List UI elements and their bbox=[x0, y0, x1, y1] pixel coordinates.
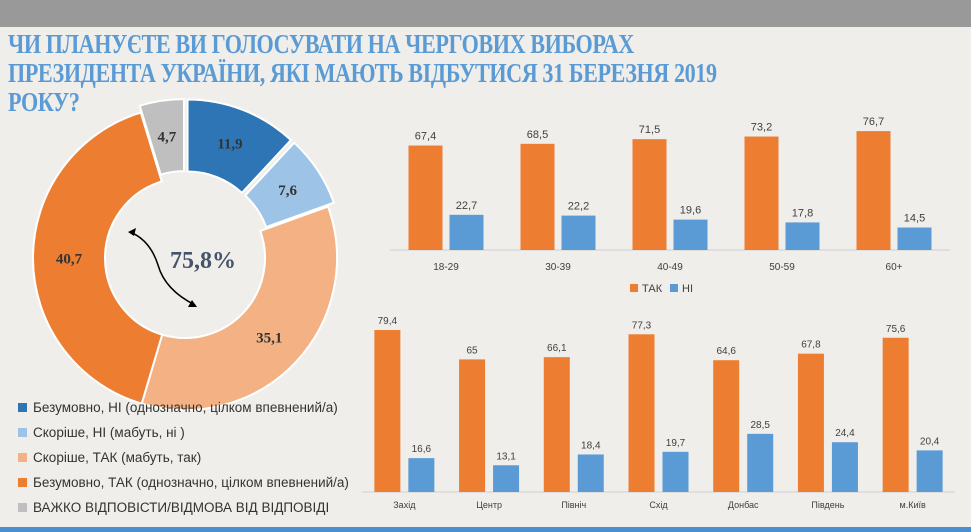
category-label: Північ bbox=[561, 500, 586, 510]
donut-slice bbox=[243, 141, 336, 229]
bar-tak bbox=[628, 334, 655, 492]
data-label: 28,5 bbox=[750, 420, 770, 431]
donut-legend: Безумовно, НІ (однозначно, цілком впевне… bbox=[18, 395, 349, 520]
center-label: 75,8% bbox=[170, 248, 236, 274]
bar-ni bbox=[785, 222, 820, 250]
legend-label: ТАК bbox=[642, 283, 663, 295]
bar-tak bbox=[856, 131, 891, 250]
slice-label: 4,7 bbox=[158, 129, 177, 145]
bottom-bar bbox=[0, 527, 971, 532]
bar-tak bbox=[882, 337, 909, 492]
slice-label: 7,6 bbox=[278, 183, 297, 199]
bar-tak bbox=[744, 136, 779, 250]
category-label: 30-39 bbox=[545, 262, 571, 273]
category-label: Схід bbox=[649, 500, 668, 510]
category-label: 40-49 bbox=[657, 262, 683, 273]
page-title: ЧИ ПЛАНУЄТЕ ВИ ГОЛОСУВАТИ НА ЧЕРГОВИХ ВИ… bbox=[8, 29, 717, 117]
bar-ni bbox=[561, 215, 596, 250]
bar-tak bbox=[408, 145, 443, 250]
category-label: 18-29 bbox=[433, 262, 459, 273]
data-label: 64,6 bbox=[716, 346, 736, 357]
bar-ni bbox=[577, 454, 604, 492]
donut-slice bbox=[138, 98, 185, 176]
data-label: 17,8 bbox=[792, 207, 813, 219]
top-bar bbox=[0, 0, 971, 27]
data-label: 76,7 bbox=[863, 116, 884, 128]
category-label: Захід bbox=[393, 500, 416, 510]
slice-label: 40,7 bbox=[56, 251, 83, 267]
category-label: Південь bbox=[811, 500, 844, 510]
category-label: Донбас bbox=[728, 500, 759, 510]
data-label: 71,5 bbox=[639, 124, 660, 136]
bar-tak bbox=[713, 360, 740, 492]
data-label: 14,5 bbox=[904, 213, 925, 225]
data-label: 18,4 bbox=[581, 440, 601, 451]
bar-tak bbox=[459, 359, 486, 492]
slice-label: 35,1 bbox=[256, 331, 282, 347]
data-label: 16,6 bbox=[412, 444, 432, 455]
legend-item: Безумовно, ТАК (однозначно, цілком впевн… bbox=[18, 470, 349, 495]
data-label: 65 bbox=[467, 345, 479, 356]
bar-tak bbox=[520, 143, 555, 250]
data-label: 22,7 bbox=[456, 200, 477, 212]
legend-item: Скоріше, ТАК (мабуть, так) bbox=[18, 445, 349, 470]
bar-ni bbox=[747, 433, 774, 492]
legend-swatch bbox=[18, 478, 27, 487]
legend-label: НІ bbox=[682, 283, 693, 295]
data-label: 77,3 bbox=[632, 320, 652, 331]
data-label: 19,7 bbox=[666, 438, 686, 449]
category-label: м.Київ bbox=[900, 500, 926, 510]
bar-ni bbox=[831, 442, 858, 492]
donut-slice bbox=[186, 98, 293, 195]
data-label: 19,6 bbox=[680, 205, 701, 217]
donut-slice bbox=[32, 111, 164, 405]
data-label: 68,5 bbox=[527, 129, 548, 141]
legend-label: ВАЖКО ВІДПОВІСТИ/ВІДМОВА ВІД ВІДПОВІДІ bbox=[33, 500, 330, 515]
data-label: 73,2 bbox=[751, 122, 772, 134]
bar-ni bbox=[449, 214, 484, 250]
data-label: 13,1 bbox=[496, 451, 516, 462]
legend-item: Скоріше, НІ (мабуть, ні ) bbox=[18, 420, 349, 445]
bar-tak bbox=[797, 353, 824, 492]
legend-swatch bbox=[18, 403, 27, 412]
data-label: 67,4 bbox=[415, 131, 436, 143]
legend-swatch bbox=[670, 284, 678, 292]
legend-label: Безумовно, ТАК (однозначно, цілком впевн… bbox=[33, 475, 349, 490]
category-label: 60+ bbox=[886, 262, 903, 273]
bar-ni bbox=[916, 450, 943, 492]
data-label: 79,4 bbox=[378, 316, 398, 327]
data-label: 75,6 bbox=[886, 324, 906, 335]
legend-item: ВАЖКО ВІДПОВІСТИ/ВІДМОВА ВІД ВІДПОВІДІ bbox=[18, 495, 349, 520]
legend-label: Безумовно, НІ (однозначно, цілком впевне… bbox=[33, 400, 338, 415]
slice-label: 11,9 bbox=[217, 136, 242, 152]
bar-ni bbox=[493, 465, 520, 492]
bar-ni bbox=[662, 451, 689, 492]
legend-label: Скоріше, НІ (мабуть, ні ) bbox=[33, 425, 185, 440]
category-label: Центр bbox=[476, 500, 502, 510]
legend-item: Безумовно, НІ (однозначно, цілком впевне… bbox=[18, 395, 349, 420]
legend-swatch bbox=[18, 503, 27, 512]
bar-ni bbox=[673, 219, 708, 250]
bar-tak bbox=[374, 330, 401, 492]
legend-swatch bbox=[630, 284, 638, 292]
bar-tak bbox=[543, 357, 570, 492]
data-label: 66,1 bbox=[547, 343, 567, 354]
data-label: 20,4 bbox=[920, 436, 940, 447]
legend-swatch bbox=[18, 428, 27, 437]
legend-swatch bbox=[18, 453, 27, 462]
bar-ni bbox=[408, 458, 435, 492]
data-label: 67,8 bbox=[801, 340, 821, 351]
arrow-icon bbox=[129, 231, 196, 306]
legend-label: Скоріше, ТАК (мабуть, так) bbox=[33, 450, 202, 465]
bar-tak bbox=[632, 139, 667, 250]
data-label: 24,4 bbox=[835, 428, 855, 439]
data-label: 22,2 bbox=[568, 201, 589, 213]
donut-slice bbox=[140, 205, 338, 411]
category-label: 50-59 bbox=[769, 262, 795, 273]
bar-ni bbox=[897, 227, 932, 250]
